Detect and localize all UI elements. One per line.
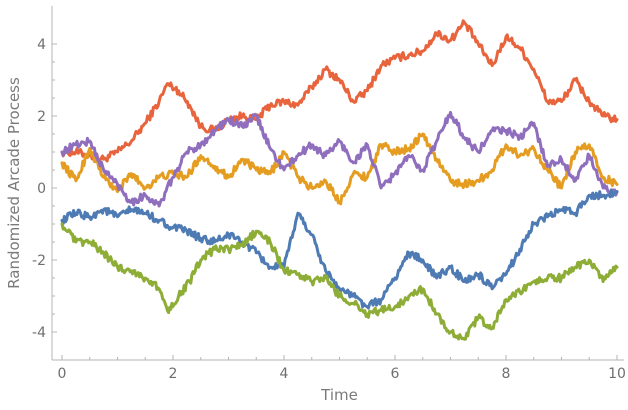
- y-tick-label: -4: [32, 325, 46, 341]
- y-axis-label: Randomized Arcade Process: [5, 77, 23, 289]
- x-tick-label: 6: [391, 366, 400, 382]
- x-ticks: 0 2 4 6 8 10: [58, 355, 626, 382]
- series-lines: [60, 19, 619, 341]
- x-tick-label: 0: [58, 366, 67, 382]
- y-tick-label: -2: [32, 253, 46, 269]
- x-tick-label: 10: [608, 366, 626, 382]
- x-tick-label: 8: [502, 366, 511, 382]
- y-tick-label: 2: [37, 109, 46, 125]
- x-tick-label: 2: [169, 366, 178, 382]
- y-tick-label: 4: [37, 37, 46, 53]
- y-ticks: -4 -2 0 2 4: [32, 37, 57, 341]
- series-line-1: [60, 19, 619, 163]
- series-line-2: [60, 132, 619, 206]
- axes: [51, 6, 624, 361]
- y-tick-label: 0: [37, 181, 46, 197]
- series-line-5: [60, 222, 619, 341]
- series-line-4: [60, 188, 619, 310]
- x-tick-label: 4: [280, 366, 289, 382]
- x-axis-label: Time: [320, 386, 358, 404]
- series-line-3: [60, 110, 619, 208]
